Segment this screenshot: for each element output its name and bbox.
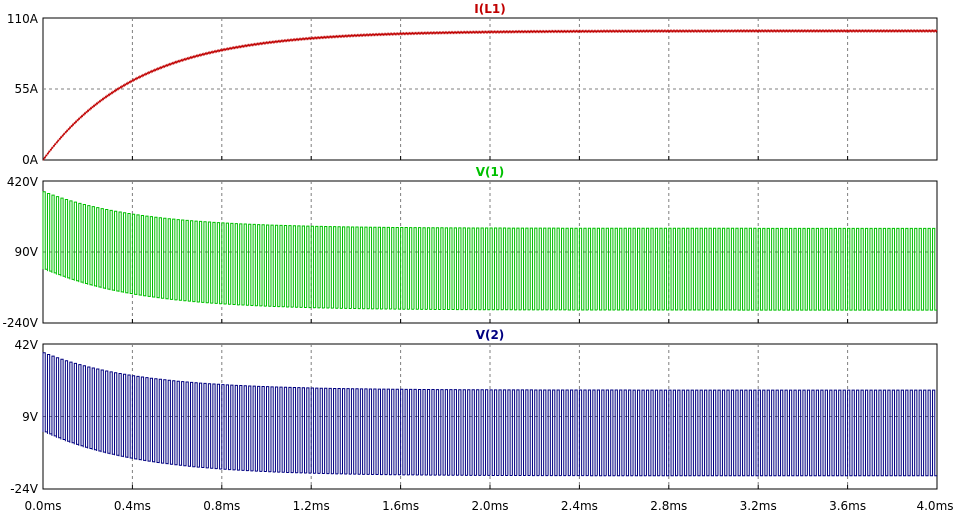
y-tick-label-top: 420V [7,175,39,189]
series-title: V(2) [476,328,505,342]
x-tick-label: 3.2ms [740,499,777,513]
x-tick-label: 0.0ms [24,499,61,513]
x-tick-label: 3.6ms [829,499,866,513]
panel-v1: V(1) 420V 90V -240V [3,165,938,330]
y-tick-label-mid: 55A [15,82,39,96]
panel-i-l1: I(L1) 110A 55A 0A [7,2,938,167]
series-line-v2 [42,352,937,477]
panel-grid [42,18,938,160]
x-tick-label: 2.4ms [561,499,598,513]
x-tick-label: 1.2ms [293,499,330,513]
x-tick-label: 4.0ms [916,499,953,513]
x-tick-label: 1.6ms [382,499,419,513]
x-tick-label: 0.4ms [114,499,151,513]
y-tick-label-top: 110A [7,12,39,26]
y-tick-label-bottom: -24V [10,482,39,496]
x-axis-labels: 0.0ms 0.4ms 0.8ms 1.2ms 1.6ms 2.0ms 2.4ms 2.8ms… [24,499,953,513]
series-line-i-l1 [42,28,938,161]
y-tick-label-bottom: 0A [22,153,39,167]
x-tick-label: 0.8ms [203,499,240,513]
x-tick-label: 2.8ms [650,499,687,513]
y-tick-label-bottom: -240V [3,316,39,330]
series-title: V(1) [476,165,505,179]
panel-v2: V(2) 42V 9V -24V [10,328,938,496]
y-tick-label-top: 42V [15,338,39,352]
y-tick-label-mid: 9V [22,410,39,424]
series-line-v1 [42,191,937,311]
series-title: I(L1) [474,2,505,16]
x-tick-label: 2.0ms [471,499,508,513]
y-tick-label-mid: 90V [15,245,39,259]
